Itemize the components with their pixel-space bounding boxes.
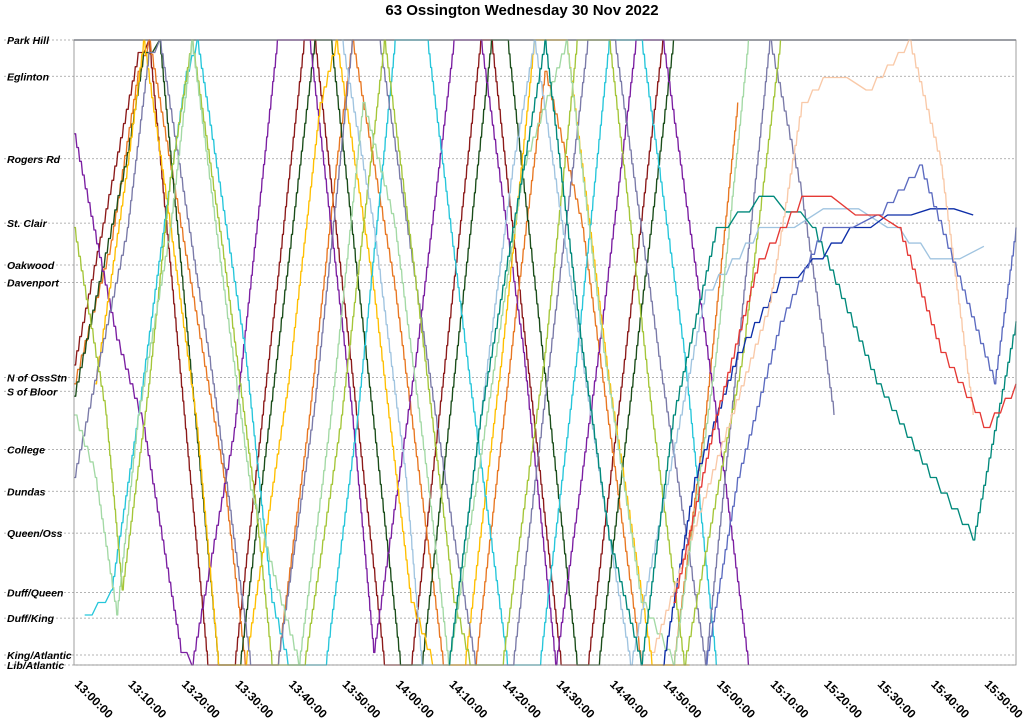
x-tick-label: 14:30:00 [554,677,598,721]
x-tick-label: 13:30:00 [232,677,276,721]
x-tick-label: 14:00:00 [393,677,437,721]
stop-label: Eglinton [7,71,49,83]
x-tick-label: 13:40:00 [286,677,330,721]
trip-line [74,39,835,666]
x-tick-label: 15:40:00 [928,677,972,721]
x-tick-label: 14:50:00 [661,677,705,721]
trip-series [74,39,1017,666]
x-tick-label: 13:50:00 [339,677,383,721]
plot-frame [73,39,1017,666]
trip-line [74,39,782,666]
stop-label: S of Bloor [7,386,58,398]
chart-title: 63 Ossington Wednesday 30 Nov 2022 [385,2,658,19]
x-tick-labels: 13:00:00 13:10:00 13:20:00 13:30:00 13:40:00… [72,677,1024,721]
stop-label: Lib/Atlantic [7,660,64,672]
x-tick-label: 13:20:00 [179,677,223,721]
x-tick-label: 15:00:00 [714,677,758,721]
trip-line [74,39,750,666]
x-tick-label: 15:30:00 [875,677,919,721]
trip-line [74,39,739,666]
stop-label: Duff/King [7,613,55,625]
stop-label: College [7,444,45,456]
x-tick-label: 13:00:00 [72,677,116,721]
stop-label: Park Hill [7,35,50,47]
x-tick-label: 14:10:00 [447,677,491,721]
x-tick-label: 13:10:00 [125,677,169,721]
stop-label: Davenport [7,278,59,290]
x-tick-label: 14:40:00 [607,677,651,721]
stop-label: King/Atlantic [7,650,72,662]
x-tick-label: 14:20:00 [500,677,544,721]
stop-label: Duff/Queen [7,588,63,600]
trip-line [74,39,664,666]
x-tick-label: 15:20:00 [821,677,865,721]
trip-line [341,39,985,666]
stop-labels: Park Hill Eglinton Rogers Rd St. Clair Oakwo… [7,35,72,672]
stop-label: St. Clair [7,218,48,230]
x-tick-label: 15:10:00 [768,677,812,721]
stop-label: Oakwood [7,260,55,272]
trip-line [652,39,974,654]
trip-line [673,195,1017,604]
stop-label: N of OssStn [7,373,67,385]
trip-line [74,39,750,666]
trip-line [95,39,690,666]
trip-line [84,39,717,666]
trip-line [448,39,1017,666]
trip-line [705,164,1017,666]
stop-label: Rogers Rd [7,154,61,166]
stop-label: Queen/Oss [7,528,63,540]
stop-label: Dundas [7,486,46,498]
x-tick-label: 15:50:00 [982,677,1024,721]
